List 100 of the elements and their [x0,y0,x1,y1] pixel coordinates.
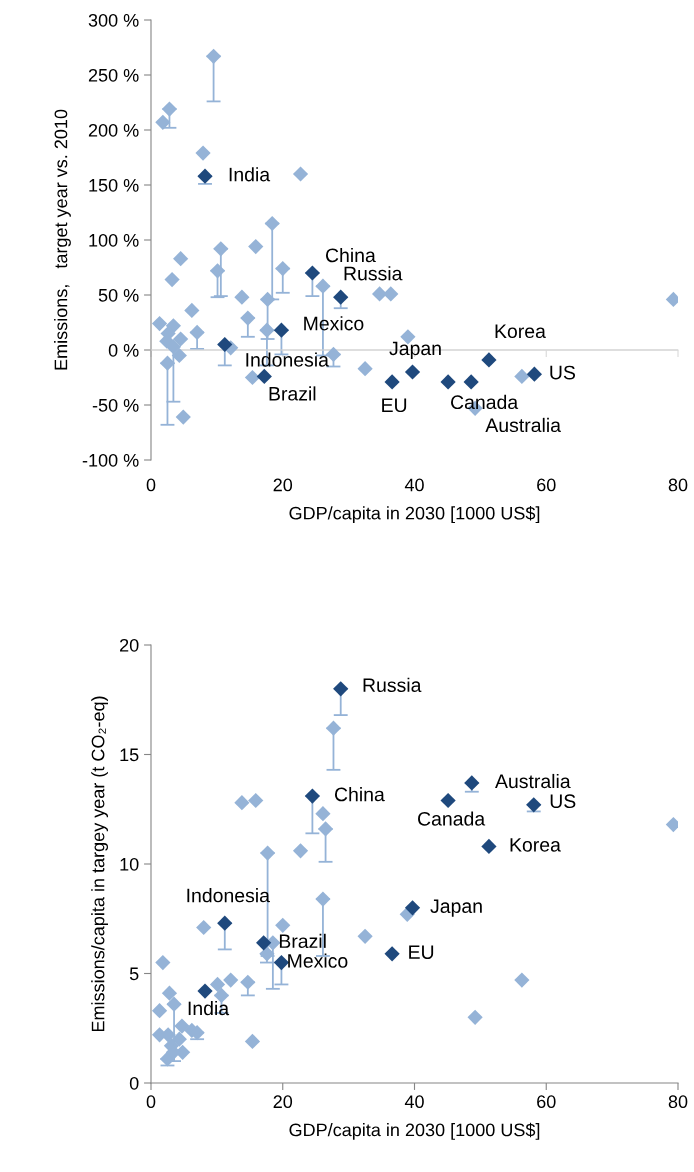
point [526,366,542,382]
annotation: Japan [430,899,482,917]
point [240,310,256,326]
point [164,271,180,288]
point [189,324,205,341]
annotation: Canada [451,394,519,410]
point [244,369,261,386]
point [292,166,309,182]
point [159,355,176,371]
y-axis-title: Emissions/capita in targey year (t CO₂-eq) [91,696,108,1032]
point [244,1033,261,1049]
annotation: US [550,794,576,809]
point [404,900,421,916]
point [325,720,342,736]
y-tick-label: 150 % [89,178,139,192]
point [184,302,200,319]
point [264,215,280,232]
annotation: Russia [363,677,422,693]
annotation: Brazil [269,386,316,401]
annotation: Indonesia [246,352,329,367]
point [151,315,168,332]
point [173,251,189,267]
point [240,974,256,990]
x-tick-label: 20 [273,478,293,492]
point [384,946,400,962]
point [223,972,239,988]
point [357,361,373,377]
y-tick-label: 5 [129,967,139,981]
y-axis-title: Emissions, target year vs. 2010 [54,109,71,370]
x-tick-label: 40 [404,478,424,492]
point [213,241,229,257]
x-axis-title: GDP/capita in 2030 [1000 US$] [289,506,540,524]
annotation: Indonesia [187,888,270,903]
y-tick-label: -100 % [82,453,139,467]
point [155,954,171,971]
x-tick-label: 0 [146,478,156,492]
point [197,168,213,184]
annotation: Russia [344,266,403,281]
annotation: Australia [495,773,571,789]
point [165,339,181,355]
point [234,795,250,811]
annotation: Mexico [304,316,364,331]
point [151,1003,168,1019]
point [514,972,530,988]
annotation: Korea [495,324,546,339]
point [514,368,530,385]
y-tick-label: -50 % [92,398,139,412]
point [171,1031,187,1047]
x-tick-label: 20 [273,1095,293,1109]
point [317,821,334,837]
annotation: US [550,365,576,380]
point [174,1018,190,1034]
point [166,996,182,1012]
point [315,891,331,907]
point [383,286,399,302]
y-tick-label: 250 % [88,68,139,82]
point [357,928,373,944]
point [526,797,542,813]
point [304,265,320,281]
x-tick-label: 60 [537,478,556,492]
point [464,775,480,791]
annotation: Australia [485,417,561,433]
y-tick-label: 10 [120,857,139,871]
point [217,336,233,353]
point [481,352,497,368]
annotation: Mexico [288,953,348,968]
point [209,263,226,279]
point [440,374,456,390]
point [205,48,222,64]
point [333,289,349,305]
y-tick-label: 20 [120,638,139,652]
point [161,101,178,117]
annotation: China [334,787,385,802]
annotation: China [325,247,376,263]
annotation: India [229,167,271,182]
y-tick-label: 50 % [98,288,139,302]
point [384,374,400,390]
point [161,985,178,1001]
point [275,260,291,277]
point [248,792,264,809]
annotation: Brazil [279,933,326,949]
point [440,792,456,809]
point [256,368,272,385]
point [173,331,189,347]
point [217,915,233,931]
y-tick-label: 100 % [89,233,139,247]
annotation: EU [382,398,407,413]
point [467,1009,483,1025]
point [481,838,497,855]
point [292,843,309,859]
x-tick-label: 80 [668,478,688,492]
x-tick-label: 80 [668,1095,688,1109]
annotation: Canada [418,811,486,826]
y-tick-label: 0 % [108,343,139,357]
point [175,409,191,425]
x-axis-title: GDP/capita in 2030 [1000 US$] [289,1122,540,1140]
annotation: Korea [510,838,561,852]
point [315,278,331,294]
y-tick-label: 15 [120,748,139,762]
point [333,681,349,697]
